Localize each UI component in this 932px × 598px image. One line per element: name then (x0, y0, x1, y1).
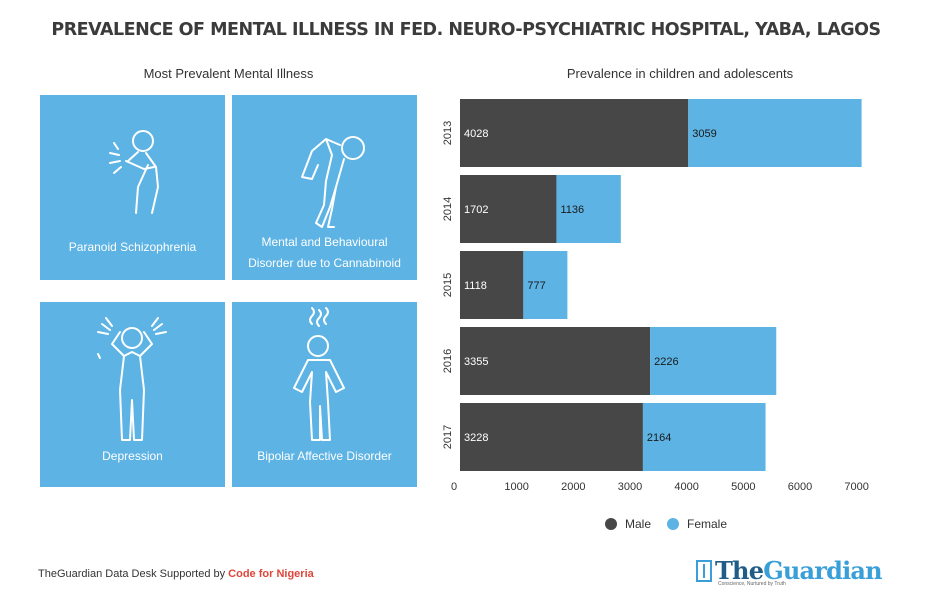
tile-label: Depression (102, 449, 163, 463)
logo-tagline: Conscience, Nurtured by Truth (718, 581, 786, 587)
head-in-hands-person-icon (97, 317, 167, 441)
tile-label: Bipolar Affective Disorder (257, 449, 392, 463)
data-label-male-2016: 3355 (464, 356, 488, 368)
x-tick-label: 2000 (561, 481, 585, 493)
page-title: PREVALENCE OF MENTAL ILLNESS IN FED. NEU… (51, 20, 881, 40)
logo-emblem-icon (696, 560, 712, 582)
guardian-logo: TheGuardian Conscience, Nurtured by Trut… (696, 556, 883, 587)
bar-male-2017 (460, 403, 643, 471)
hunched-person-icon (301, 136, 365, 228)
category-label-2014: 2014 (442, 197, 454, 221)
data-label-female-2014: 1136 (560, 204, 584, 216)
x-tick-label: 4000 (674, 481, 698, 493)
x-tick-label: 6000 (788, 481, 812, 493)
x-tick-label: 5000 (731, 481, 755, 493)
bar-male-2013 (460, 99, 689, 167)
tile-label-line2: Disorder due to Cannabinoid (248, 256, 401, 270)
x-tick-label: 7000 (844, 481, 868, 493)
x-tick-label: 1000 (504, 481, 528, 493)
tile-cannabinoid-disorder: Mental and Behavioural Disorder due to C… (232, 95, 417, 280)
x-tick-label: 3000 (618, 481, 642, 493)
tile-label: Paranoid Schizophrenia (68, 240, 197, 254)
bar-female-2015 (523, 251, 568, 319)
bar-female-2017 (642, 403, 766, 471)
sneezing-person-icon (109, 130, 159, 214)
tile-bipolar-disorder: Bipolar Affective Disorder (232, 302, 417, 487)
chart-title: Prevalence in children and adolescents (566, 66, 794, 81)
footer-credit: TheGuardian Data Desk Supported by Code … (38, 568, 314, 580)
bar-female-2016 (650, 327, 777, 395)
footer-accent-link[interactable]: Code for Nigeria (228, 568, 314, 580)
logo-name: Guardian (763, 556, 882, 585)
data-label-male-2013: 4028 (464, 128, 488, 140)
x-tick-label: 0 (451, 481, 457, 493)
data-label-male-2017: 3228 (464, 432, 488, 444)
data-label-female-2013: 3059 (692, 128, 716, 140)
category-label-2017: 2017 (442, 425, 454, 449)
legend-label-male: Male (625, 517, 651, 531)
left-panel-subtitle: Most Prevalent Mental Illness (143, 66, 314, 81)
data-label-male-2014: 1702 (464, 204, 488, 216)
bar-male-2014 (460, 175, 557, 243)
legend-marker-female (667, 518, 679, 530)
bar-female-2013 (688, 99, 862, 167)
tile-label-line1: Mental and Behavioural (261, 235, 388, 249)
category-label-2013: 2013 (442, 121, 454, 145)
data-label-male-2015: 1118 (464, 280, 487, 292)
data-label-female-2017: 2164 (647, 432, 671, 444)
category-label-2015: 2015 (442, 273, 454, 297)
data-label-female-2015: 777 (527, 280, 545, 292)
bar-male-2015 (460, 251, 524, 319)
stacked-bar-chart: 4028 3059 2013 1702 1136 2014 1118 777 2015 3355 2… (442, 99, 869, 531)
data-label-female-2016: 2226 (654, 356, 678, 368)
legend-marker-male (605, 518, 617, 530)
category-label-2016: 2016 (442, 349, 454, 373)
bar-male-2016 (460, 327, 651, 395)
logo-the: The (715, 556, 764, 585)
bar-female-2014 (556, 175, 621, 243)
footer-text: TheGuardian Data Desk Supported by (38, 568, 229, 580)
tile-depression: Depression (40, 302, 225, 487)
legend-label-female: Female (687, 517, 727, 531)
steaming-head-person-icon (293, 307, 345, 441)
tile-paranoid-schizophrenia: Paranoid Schizophrenia (40, 95, 225, 280)
